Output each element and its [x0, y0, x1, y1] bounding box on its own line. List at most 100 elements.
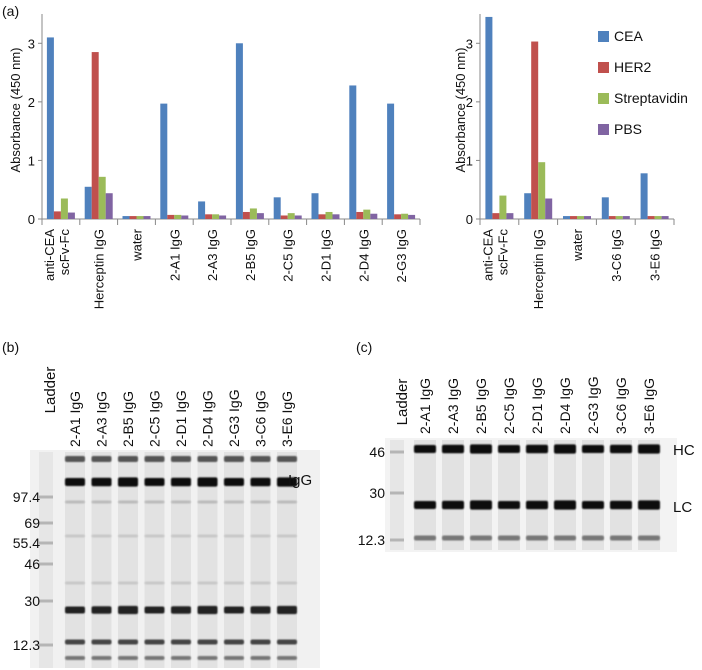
- gel-b-marker-30: 30: [24, 593, 40, 609]
- gel-b-ladder-band: [39, 562, 53, 566]
- gel-b-band: [277, 656, 297, 660]
- gel-b-band: [144, 639, 165, 645]
- bar-her2-2-g3-igg: [394, 214, 402, 219]
- legend-swatch-pbs: [598, 124, 609, 135]
- gel-c-band: [470, 535, 492, 541]
- category-label-water: water: [570, 228, 585, 261]
- gel-b-band: [65, 606, 85, 614]
- gel-c-band: [526, 535, 548, 541]
- gel-c-band: [610, 444, 632, 454]
- gel-b-band: [171, 606, 191, 614]
- gel-b-band: [144, 581, 165, 585]
- chart-1-ytick-label: 3: [28, 36, 35, 51]
- bar-pbs-herceptin-igg: [545, 198, 553, 219]
- gel-c-lane-label-2-d1-igg: 2-D1 IgG: [529, 377, 545, 434]
- chart-2-legend: CEA HER2 Streptavidin PBS: [598, 28, 688, 137]
- category-label-anti-cea-scfv-fc: anti-CEAscFv-Fc: [480, 229, 510, 282]
- gel-c-band: [582, 501, 604, 509]
- category-label-2-a1-igg: 2-A1 IgG: [167, 229, 182, 281]
- category-label-herceptin-igg: Herceptin IgG: [92, 229, 107, 309]
- gel-b-marker-69: 69: [24, 515, 40, 531]
- gel-c-band: [638, 444, 660, 454]
- bar-streptavidin-2-d1-igg: [325, 211, 333, 219]
- gel-b-band: [118, 477, 138, 487]
- gel-b-lane-label-2-a1-igg: 2-A1 IgG: [67, 391, 83, 447]
- bar-pbs-water: [584, 216, 591, 219]
- gel-b-band: [118, 639, 138, 645]
- category-label-2-b5-igg: 2-B5 IgG: [243, 229, 258, 281]
- bar-pbs-2-a1-igg: [181, 215, 189, 219]
- panel-label-c: (c): [356, 339, 372, 355]
- gel-c-lane-label-2-a1-igg: 2-A1 IgG: [417, 378, 433, 434]
- bar-her2-2-b5-igg: [242, 211, 250, 219]
- gel-b-lane-2-c5-igg: [144, 452, 165, 668]
- gel-b-band: [250, 456, 271, 462]
- bar-her2-2-a3-igg: [205, 214, 213, 219]
- bar-her2-3-c6-igg: [608, 216, 616, 219]
- gel-b-band: [250, 500, 271, 504]
- gel-c-ladder-band: [390, 538, 404, 542]
- gel-b-lane-label-3-e6-igg: 3-E6 IgG: [279, 391, 295, 447]
- gel-c-band: [610, 500, 632, 510]
- bar-cea-herceptin-igg: [524, 193, 532, 219]
- bar-her2-water: [129, 216, 137, 219]
- gel-c-band: [610, 535, 632, 541]
- bar-her2-herceptin-igg: [91, 52, 99, 220]
- bar-cea-2-b5-igg: [235, 43, 243, 220]
- bar-streptavidin-2-d4-igg: [363, 209, 371, 219]
- gel-c-lane-2-d4-igg: [554, 440, 576, 550]
- gel-c-lane-2-d1-igg: [526, 440, 548, 550]
- bar-streptavidin-3-e6-igg: [654, 216, 662, 219]
- gel-b-bands: [39, 452, 297, 668]
- bar-streptavidin-2-a3-igg: [212, 214, 220, 219]
- bar-her2-2-d4-igg: [356, 211, 364, 219]
- gel-c-band: [554, 444, 576, 454]
- bar-pbs-anti-cea-scfv-fc: [67, 212, 75, 219]
- gel-b-band: [224, 581, 244, 585]
- gel-b-band: [118, 456, 138, 462]
- gel-b-band: [65, 456, 85, 462]
- gel-b-band: [224, 478, 244, 486]
- gel-c-markers: 46 30 12.3: [358, 444, 385, 548]
- bar-streptavidin-2-b5-igg: [249, 208, 257, 219]
- legend-swatch-streptavidin: [598, 93, 609, 104]
- gel-c-band: [442, 535, 464, 541]
- gel-b-lane-label-3-c6-igg: 3-C6 IgG: [253, 390, 269, 447]
- gel-c-band: [582, 445, 604, 453]
- category-label-2-g3-igg: 2-G3 IgG: [394, 229, 409, 282]
- bar-cea-anti-cea-scfv-fc: [485, 16, 493, 219]
- bar-her2-anti-cea-scfv-fc: [492, 213, 500, 219]
- bar-streptavidin-water: [136, 216, 144, 219]
- bar-cea-herceptin-igg: [84, 186, 92, 219]
- category-label-2-d4-igg: 2-D4 IgG: [356, 229, 371, 282]
- legend-swatch-cea: [598, 31, 609, 42]
- gel-b-band: [65, 534, 85, 538]
- gel-b-band: [118, 534, 138, 538]
- bar-streptavidin-3-c6-igg: [615, 216, 623, 219]
- gel-c-band: [414, 445, 436, 453]
- gel-c-lane-label-2-d4-igg: 2-D4 IgG: [557, 377, 573, 434]
- gel-b-band: [277, 581, 297, 585]
- gel-b-band: [250, 656, 271, 660]
- gel-b-band: [224, 656, 244, 660]
- gel-b-band: [65, 639, 85, 645]
- gel-b-band: [171, 581, 191, 585]
- gel-b-band: [197, 639, 218, 645]
- gel-b-lane-label-2-d1-igg: 2-D1 IgG: [173, 390, 189, 447]
- bar-cea-water: [563, 216, 570, 219]
- bar-her2-2-c5-igg: [280, 215, 288, 219]
- bar-pbs-3-e6-igg: [661, 216, 669, 219]
- chart-2-ylabel: Absorbance (450 nm): [453, 47, 468, 172]
- bar-cea-2-a3-igg: [198, 201, 206, 219]
- gel-b-band: [197, 477, 218, 487]
- chart-2-ytick-label: 1: [466, 153, 473, 168]
- gel-b-band: [277, 534, 297, 538]
- category-label-2-c5-igg: 2-C5 IgG: [281, 229, 296, 282]
- gel-c-marker-12-3: 12.3: [358, 532, 385, 548]
- bar-cea-2-d1-igg: [311, 193, 319, 219]
- bar-streptavidin-anti-cea-scfv-fc: [499, 195, 507, 219]
- gel-c-lane-label-3-c6-igg: 3-C6 IgG: [613, 377, 629, 434]
- gel-b-band-label-igg: IgG: [288, 472, 312, 489]
- gel-c-band: [498, 535, 520, 541]
